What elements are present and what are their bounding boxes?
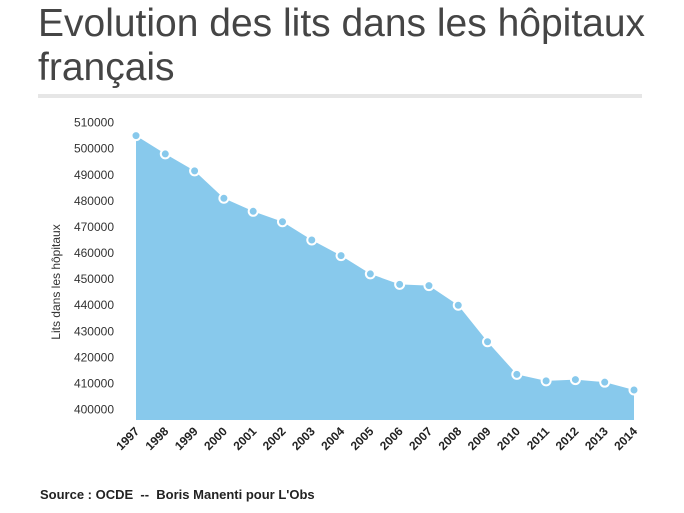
y-tick-label: 500000 [74,142,114,156]
x-tick-label: 2005 [348,424,377,453]
y-tick-label: 420000 [74,350,114,364]
area-chart: 400000 410000 420000 430000 440000 450000 4600… [49,116,640,453]
x-tick-label: 2001 [231,424,260,453]
y-tick-label: 460000 [74,246,114,260]
data-point-2010 [511,368,523,380]
x-tick-label: 2003 [289,424,318,453]
x-tick-label: 2006 [377,424,406,453]
data-point-2005 [364,268,376,280]
data-point-2014 [628,384,640,396]
source-credit: Source : OCDE -- Boris Manenti pour L'Ob… [40,487,315,502]
x-tick-label: 2013 [582,424,611,453]
data-point-2012 [569,374,581,386]
data-point-2001 [247,205,259,217]
x-tick-label: 2010 [494,424,523,453]
series-area [136,135,634,421]
y-axis-label: Lits dans les hôpitaux [49,224,63,339]
data-point-2002 [276,216,288,228]
y-tick-label: 430000 [74,324,114,338]
x-tick-label: 1999 [172,424,201,453]
y-tick-label: 480000 [74,194,114,208]
data-point-2011 [540,375,552,387]
marker-layer [130,130,640,396]
x-tick-label: 2014 [611,424,640,453]
data-point-1998 [159,148,171,160]
y-tick-label: 440000 [74,298,114,312]
x-tick-label: 1997 [113,424,142,453]
y-tick-label: 490000 [74,168,114,182]
y-tick-label: 410000 [74,376,114,390]
area-layer [136,135,634,421]
chart-title: Evolution des lits dans les hôpitaux fra… [38,2,646,89]
data-point-1999 [189,165,201,177]
y-axis-ticks: 400000 410000 420000 430000 440000 450000 4600… [74,116,114,417]
data-point-2000 [218,192,230,204]
x-tick-label: 2012 [553,424,582,453]
data-point-2008 [452,299,464,311]
x-tick-label: 2009 [465,424,494,453]
data-point-2003 [306,234,318,246]
data-point-2004 [335,250,347,262]
y-tick-label: 400000 [74,403,114,417]
data-point-2009 [482,336,494,348]
data-point-2007 [423,280,435,292]
x-tick-label: 2011 [524,424,553,453]
x-tick-label: 2007 [406,424,435,453]
x-tick-label: 2008 [436,424,465,453]
x-tick-label: 2002 [260,424,289,453]
x-tick-label: 2004 [318,424,347,453]
x-tick-label: 1998 [143,424,172,453]
y-tick-label: 450000 [74,272,114,286]
data-point-2013 [599,376,611,388]
y-tick-label: 470000 [74,220,114,234]
y-tick-label: 510000 [74,116,114,130]
data-point-1997 [130,130,142,142]
x-axis-ticks: 1997 1998 1999 2000 2001 2002 2003 2004 2005 2006… [113,424,640,453]
data-point-2006 [394,278,406,290]
x-tick-label: 2000 [201,424,230,453]
title-divider [38,94,642,98]
